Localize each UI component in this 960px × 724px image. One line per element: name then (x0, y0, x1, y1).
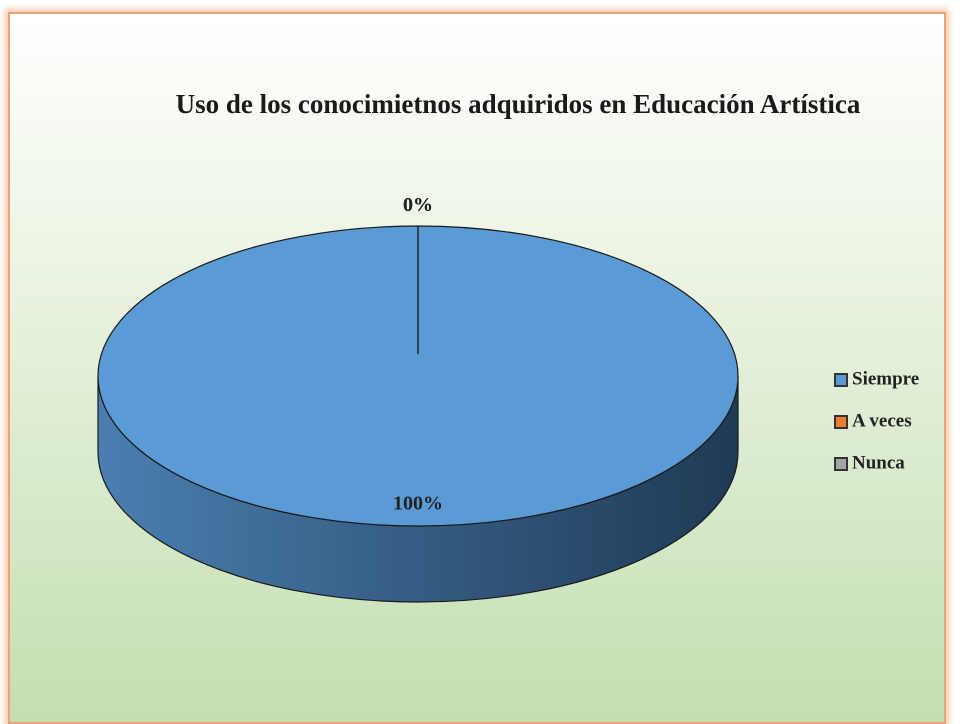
pie-slice (97, 225, 739, 527)
legend-swatch (834, 457, 848, 471)
legend-label: A veces (852, 410, 912, 431)
data-label: 0% (403, 194, 433, 216)
legend-label: Siempre (852, 368, 919, 389)
data-label: 100% (393, 493, 443, 515)
legend-label: Nunca (852, 452, 905, 473)
chart-title: Uso de los conocimietnos adquiridos en E… (175, 89, 861, 119)
legend-swatch (834, 415, 848, 429)
data-label: 0% (403, 194, 433, 216)
legend-swatch (834, 373, 848, 387)
